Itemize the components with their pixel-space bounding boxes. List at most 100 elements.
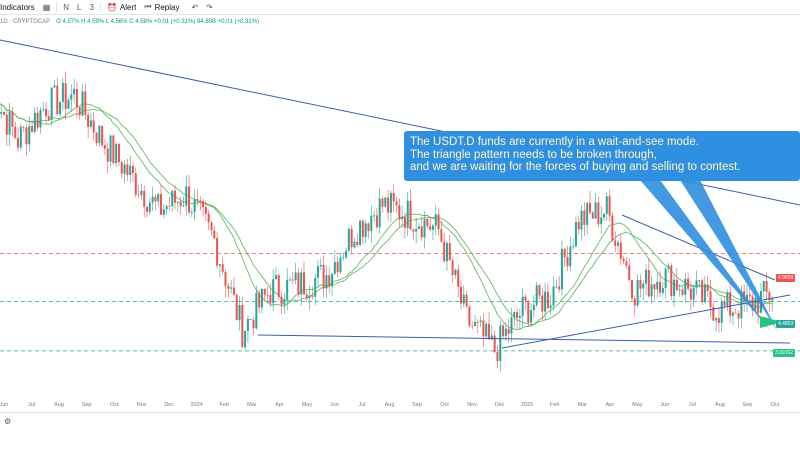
candle-body	[50, 87, 53, 120]
candle-body	[689, 288, 692, 300]
replay-button[interactable]: ⏮ Replay	[144, 2, 179, 12]
candle-body	[336, 261, 339, 273]
candle-body	[594, 202, 597, 219]
candle-body	[577, 221, 580, 230]
candle-body	[160, 194, 163, 215]
candle-body	[73, 88, 76, 95]
candle-body	[230, 287, 233, 289]
candle-body	[353, 241, 356, 248]
x-tick-label: Sep	[742, 402, 753, 408]
candle-body	[263, 288, 266, 295]
candle-body	[622, 258, 625, 262]
redo-icon[interactable]: ↷	[206, 2, 213, 12]
candle-body	[605, 196, 608, 214]
trendline-rising-support	[501, 294, 791, 349]
candle-body	[140, 190, 143, 196]
candle-body	[398, 205, 401, 220]
candle-body	[560, 248, 563, 290]
layout-grid-icon[interactable]: ▦	[42, 2, 51, 12]
candle-body	[454, 269, 457, 276]
x-tick-label: Apr	[605, 402, 615, 408]
candle-body	[451, 260, 454, 276]
candle-body	[502, 325, 505, 337]
candle-body	[650, 284, 653, 297]
candle-body	[221, 264, 224, 272]
candle-body	[586, 202, 589, 225]
candle-body	[204, 207, 207, 214]
candle-body	[546, 291, 549, 309]
candle-body	[367, 223, 370, 232]
candle-body	[653, 284, 656, 290]
candle-body	[426, 218, 429, 227]
candle-body	[490, 335, 493, 340]
chart-type-3-icon[interactable]: 3	[89, 2, 94, 12]
candle-body	[115, 144, 118, 164]
candle-body	[216, 238, 219, 266]
candle-body	[569, 246, 572, 267]
candle-body	[751, 296, 754, 311]
candle-body	[476, 321, 479, 323]
candle-body	[518, 315, 521, 318]
candle-body	[109, 135, 112, 162]
ma-line-slow	[0, 103, 773, 325]
x-tick-label: Oct	[770, 402, 780, 408]
candle-body	[361, 220, 364, 237]
candle-body	[771, 299, 774, 301]
chart-type-l-icon[interactable]: L	[77, 2, 82, 12]
alert-button[interactable]: ⏰ Alert	[107, 3, 136, 12]
candle-body	[303, 272, 305, 295]
candle-body	[331, 273, 334, 287]
candle-body	[625, 261, 628, 266]
candle-body	[734, 312, 737, 314]
candle-body	[504, 328, 507, 337]
candle-body	[406, 200, 409, 228]
candle-body	[445, 243, 448, 262]
candle-body	[544, 291, 547, 312]
candle-body	[143, 190, 146, 207]
candle-body	[530, 310, 533, 323]
chart-type-n-icon[interactable]: N	[63, 2, 70, 12]
candle-body	[479, 320, 482, 322]
candle-body	[84, 91, 87, 115]
x-tick-label: Aug	[715, 402, 725, 408]
candle-body	[465, 294, 468, 307]
candle-body	[762, 281, 765, 292]
candle-body	[148, 202, 151, 212]
candle-body	[339, 257, 342, 273]
candle-body	[642, 283, 645, 289]
candle-body	[244, 330, 247, 348]
candle-body	[28, 126, 31, 145]
settings-gear-icon[interactable]: ⚙	[4, 417, 12, 426]
candle-body	[729, 292, 732, 316]
candle-body	[373, 215, 376, 217]
candle-body	[440, 229, 443, 242]
x-tick-label: Mar	[247, 402, 257, 408]
candle-body	[678, 289, 681, 291]
candle-body	[291, 279, 294, 281]
x-tick-label: Feb	[219, 402, 230, 408]
candle-body	[392, 192, 395, 202]
candle-body	[532, 305, 535, 311]
candle-body	[645, 269, 648, 284]
undo-icon[interactable]: ↶	[191, 2, 199, 12]
candle-body	[92, 120, 95, 133]
chart-area[interactable]	[0, 30, 800, 400]
candle-body	[656, 281, 659, 290]
indicators-button[interactable]: Indicators	[0, 3, 35, 12]
candle-body	[224, 271, 227, 286]
price-chart[interactable]	[0, 30, 800, 400]
candle-body	[471, 325, 474, 327]
candle-body	[687, 278, 690, 289]
candle-body	[460, 286, 462, 304]
candle-body	[748, 294, 751, 297]
candle-body	[218, 264, 221, 266]
candle-body	[31, 126, 34, 132]
candle-body	[507, 328, 510, 334]
candle-body	[757, 298, 760, 313]
candle-body	[493, 335, 496, 353]
candle-body	[437, 214, 440, 230]
candle-body	[328, 275, 331, 287]
candle-body	[647, 269, 650, 297]
candle-body	[232, 287, 235, 295]
candle-body	[717, 318, 720, 323]
